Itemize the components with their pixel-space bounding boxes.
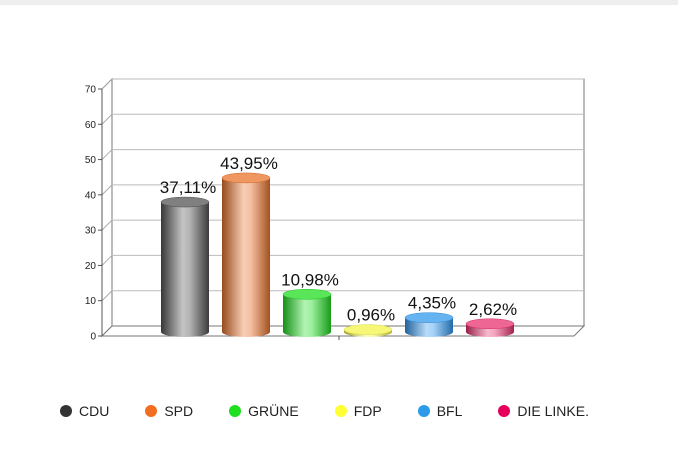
data-label: 2,62% <box>469 300 517 319</box>
bar-fdp <box>343 324 393 337</box>
legend-item-cdu: CDU <box>60 403 109 419</box>
y-tick-label: 50 <box>85 155 97 166</box>
legend-item-bfl: BFL <box>417 403 463 419</box>
bar-gr-ne <box>282 289 332 337</box>
y-tick-label: 40 <box>85 190 97 201</box>
bar-body <box>405 317 453 337</box>
legend-dot-icon <box>60 405 72 417</box>
legend-label: DIE LINKE. <box>517 403 589 419</box>
y-tick-label: 30 <box>85 226 97 237</box>
grid-line-side <box>101 219 113 231</box>
bar-body <box>283 294 331 337</box>
bar-top <box>282 289 332 300</box>
legend-label: GRÜNE <box>248 403 299 419</box>
data-label: 10,98% <box>281 270 339 289</box>
grid-line-side <box>101 78 113 90</box>
side-wall <box>101 77 113 338</box>
data-label: 43,95% <box>220 154 278 173</box>
y-axis: 0 10 20 30 40 50 60 70 <box>85 85 340 343</box>
legend-dot-icon <box>498 405 511 417</box>
legend-item-gruene: GRÜNE <box>229 403 299 419</box>
bar-cdu <box>160 196 210 337</box>
y-tick-label: 70 <box>85 85 97 96</box>
bar-top <box>221 172 271 184</box>
legend-dot-icon <box>334 405 347 417</box>
bar-bfl <box>404 312 454 337</box>
bar-top <box>343 324 393 335</box>
grid-line-side <box>101 184 113 196</box>
legend-dot-icon <box>417 405 430 417</box>
legend-dot-icon <box>145 405 158 417</box>
legend-label: CDU <box>79 403 110 419</box>
bar-top <box>465 318 515 330</box>
y-tick-label: 10 <box>85 296 97 307</box>
grid-line-side <box>101 149 113 160</box>
legend: CDU SPD GRÜNE FDP BFL DIE LINKE. <box>60 401 625 421</box>
bar-top <box>404 312 454 323</box>
grid-line-side <box>101 255 113 266</box>
bar-die-linke- <box>465 318 515 337</box>
y-tick-label: 20 <box>85 261 97 272</box>
legend-label: SPD <box>164 403 194 419</box>
bar-body <box>222 177 270 337</box>
bar-body <box>161 202 209 337</box>
bar-top <box>160 196 210 208</box>
grid-line-side <box>101 290 113 302</box>
y-tick-label: 60 <box>85 120 97 131</box>
bar-spd <box>221 172 271 337</box>
legend-label: BFL <box>436 403 463 419</box>
legend-dot-icon <box>229 405 242 417</box>
legend-label: FDP <box>353 403 382 419</box>
legend-item-fdp: FDP <box>334 403 382 419</box>
data-label: 37,11% <box>160 178 216 197</box>
y-tick-label: 0 <box>90 332 96 343</box>
data-label: 0,96% <box>347 306 395 325</box>
top-bar <box>0 0 678 5</box>
grid-line-side <box>101 113 113 125</box>
legend-item-die-linke: DIE LINKE. <box>498 403 589 419</box>
data-labels: 37,11%43,95% 10,98% 0,96% 4,35% 2,62% <box>160 154 517 325</box>
bars <box>160 172 515 337</box>
data-label: 4,35% <box>408 294 456 313</box>
legend-item-spd: SPD <box>145 403 193 419</box>
